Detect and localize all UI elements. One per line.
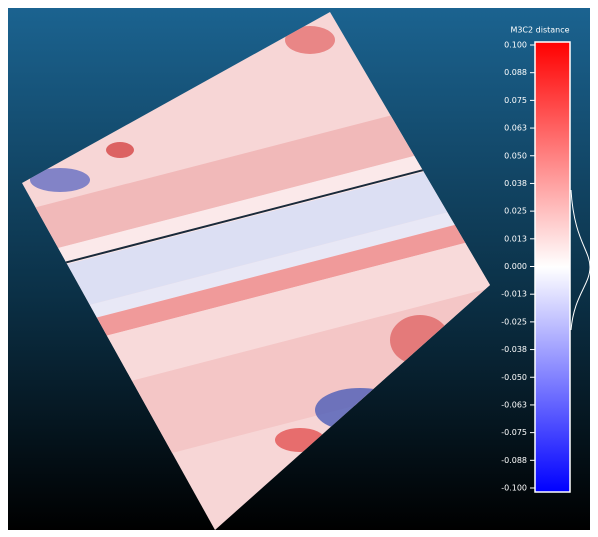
tick-label: 0.000 xyxy=(504,262,527,271)
viewport: M3C2 distance 0.100 0.088 0.075 0.063 0.050 0… xyxy=(0,0,598,537)
tick-label: 0.013 xyxy=(504,234,527,243)
tick-label: -0.075 xyxy=(501,428,527,437)
tick-label: 0.075 xyxy=(504,96,527,105)
tick-label: -0.088 xyxy=(501,456,527,465)
tick-label: 0.038 xyxy=(504,179,527,188)
scale-title: M3C2 distance xyxy=(510,26,569,35)
tick-label: 0.088 xyxy=(504,68,527,77)
tick-label: 0.100 xyxy=(504,41,527,50)
tick-label: 0.025 xyxy=(504,207,527,216)
page: M3C2 distance 0.100 0.088 0.075 0.063 0.050 0… xyxy=(0,0,598,537)
tick-label: -0.013 xyxy=(501,290,527,299)
tick-label: -0.038 xyxy=(501,345,527,354)
tick-label: -0.100 xyxy=(501,484,527,493)
tick-label: 0.063 xyxy=(504,124,527,133)
tick-label: -0.063 xyxy=(501,400,527,409)
tick-label: -0.050 xyxy=(501,373,527,382)
color-scale xyxy=(535,42,570,492)
tick-label: 0.050 xyxy=(504,151,527,160)
tick-label: -0.025 xyxy=(501,317,527,326)
